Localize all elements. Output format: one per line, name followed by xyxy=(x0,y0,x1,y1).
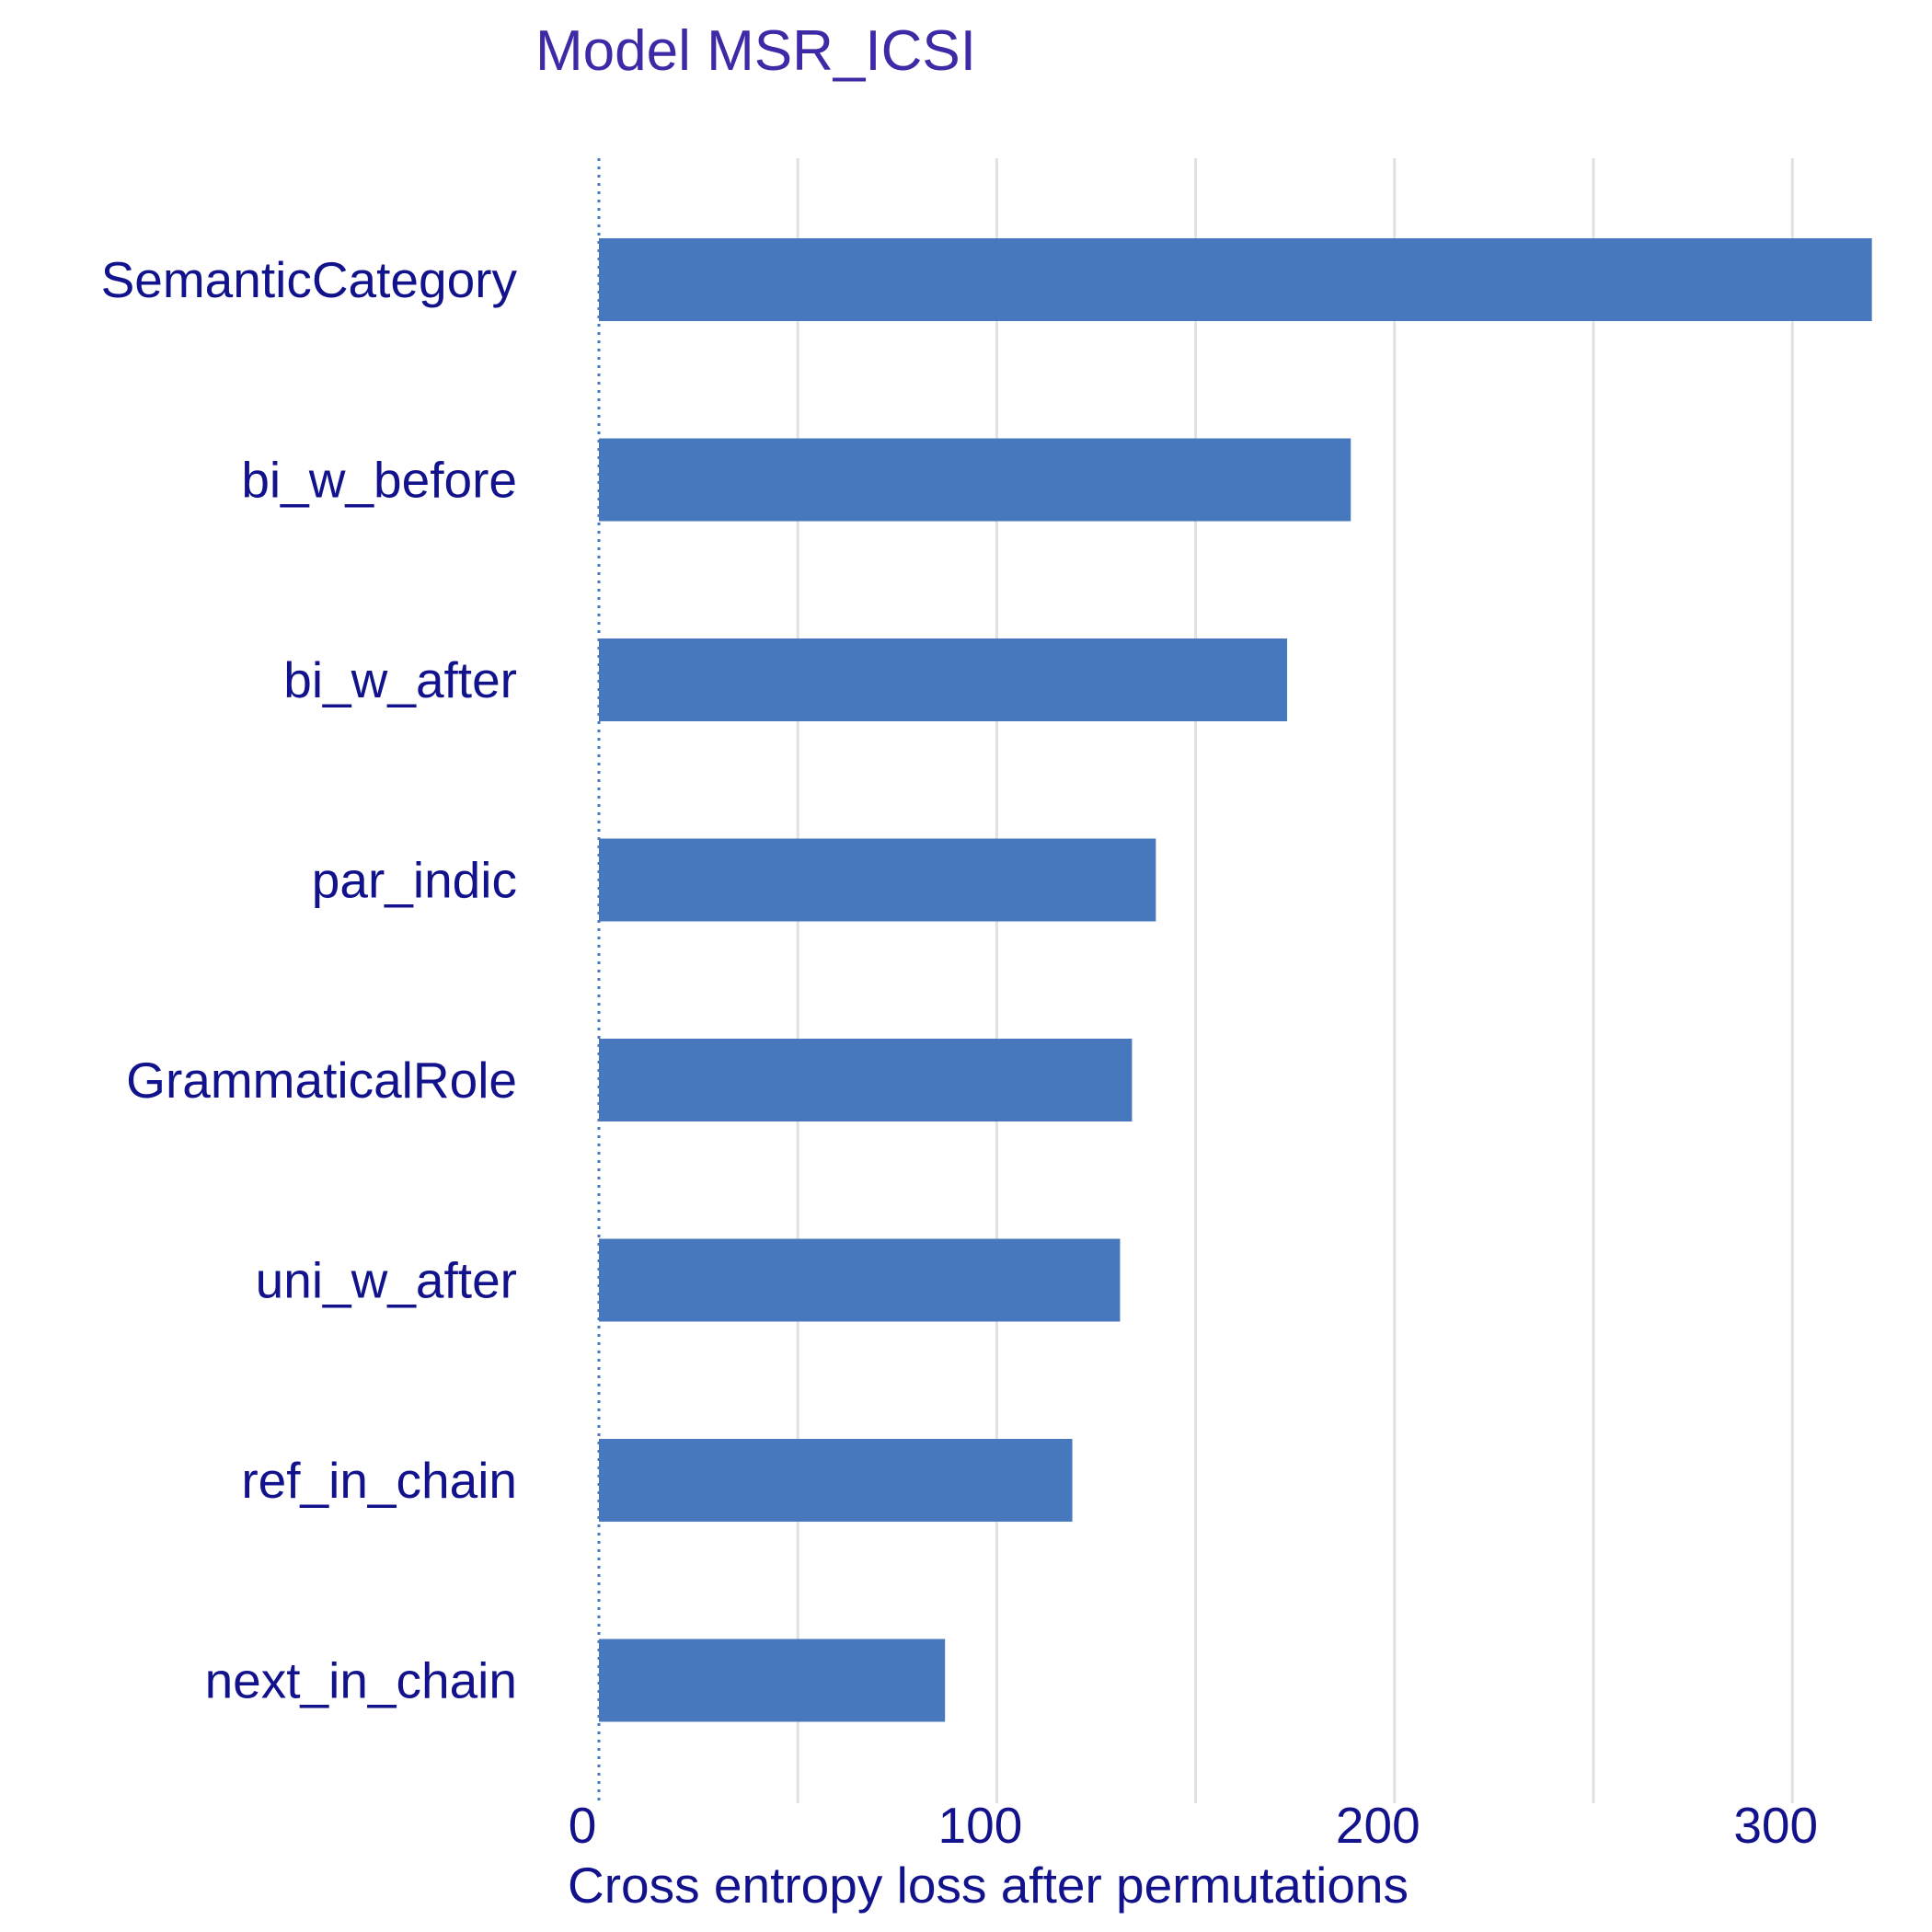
category-label: par_indic xyxy=(312,852,517,909)
grid-layer xyxy=(796,158,1794,1803)
bar-next_in_chain xyxy=(599,1639,946,1722)
bar-ref_in_chain xyxy=(599,1439,1073,1522)
category-label: bi_w_after xyxy=(283,651,517,708)
chart-title: Model MSR_ICSI xyxy=(535,19,976,83)
bar-bi_w_before xyxy=(599,438,1351,522)
bar-GrammaticalRole xyxy=(599,1039,1133,1121)
category-label: GrammaticalRole xyxy=(126,1052,517,1109)
x-axis-title: Cross entropy loss after permutations xyxy=(568,1857,1409,1914)
category-labels: SemanticCategory bi_w_before bi_w_afterpar… xyxy=(101,251,518,1709)
bar-uni_w_after xyxy=(599,1238,1121,1322)
category-label: uni_w_after xyxy=(256,1252,517,1309)
bar-bi_w_after xyxy=(599,638,1288,721)
x-tick-label: 200 xyxy=(1336,1797,1420,1854)
category-label: bi_w_before xyxy=(241,452,517,509)
bar-par_indic xyxy=(599,838,1156,922)
category-label: next_in_chain xyxy=(205,1652,517,1709)
x-tick-label: 0 xyxy=(569,1797,597,1854)
bar-SemanticCategory xyxy=(599,238,1872,321)
x-tick-label: 300 xyxy=(1733,1797,1818,1854)
x-tick-labels: 0 100 200 300 xyxy=(569,1797,1818,1854)
bar-layer xyxy=(599,238,1872,1722)
category-label: ref_in_chain xyxy=(241,1452,517,1509)
x-tick-label: 100 xyxy=(938,1797,1023,1854)
category-label: SemanticCategory xyxy=(101,251,518,308)
